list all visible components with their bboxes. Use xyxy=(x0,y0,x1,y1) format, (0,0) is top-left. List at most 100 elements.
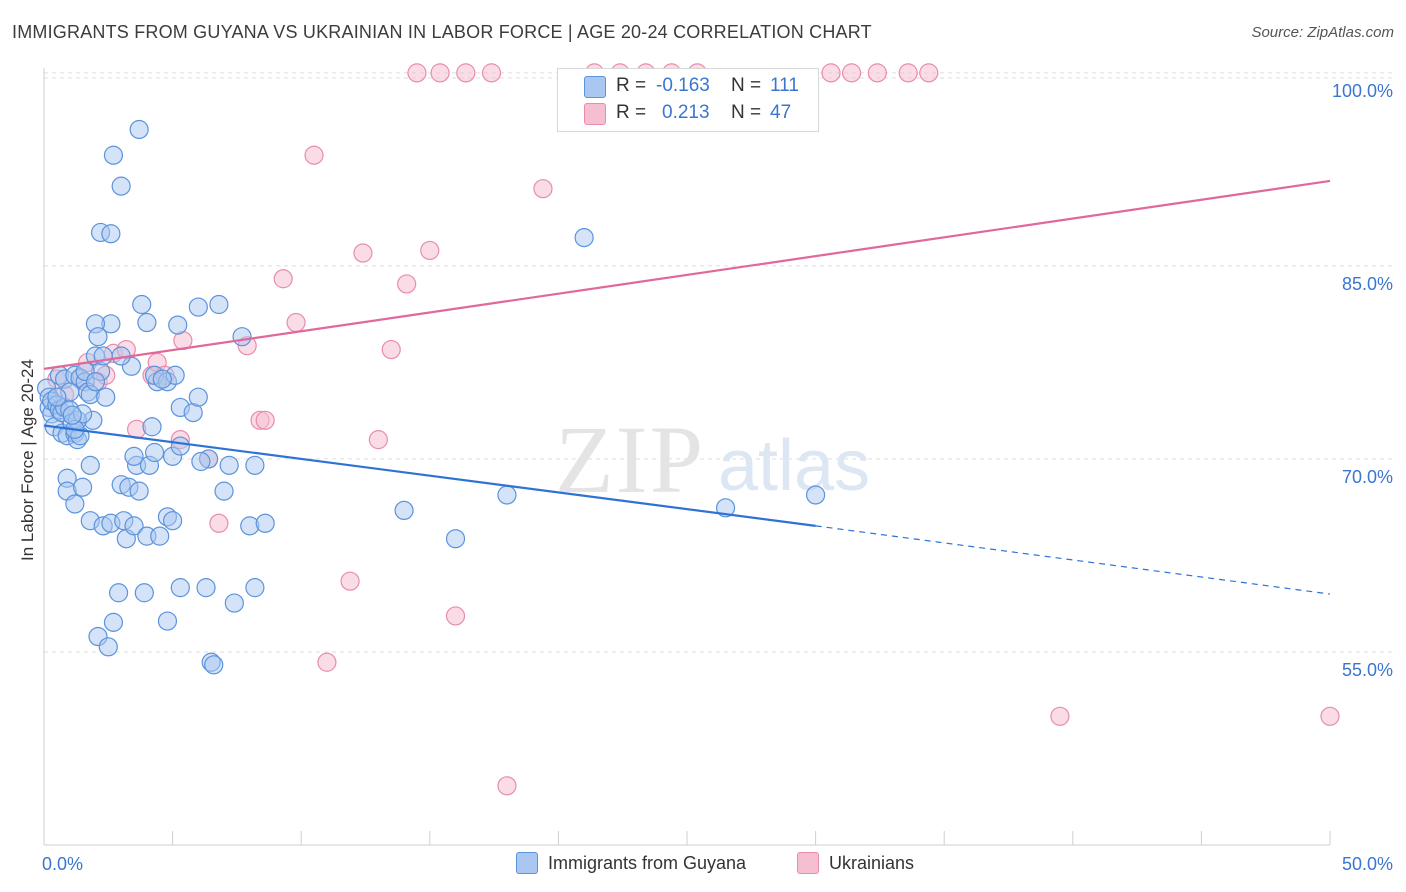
series-legend-guyana: Immigrants from Guyana xyxy=(516,852,746,874)
ukrainians-point xyxy=(456,63,476,83)
guyana-point xyxy=(132,294,152,315)
guyana-point xyxy=(152,369,172,389)
guyana-point xyxy=(191,451,211,472)
ukrainians-point xyxy=(407,63,427,83)
ukrainians-point xyxy=(273,269,293,289)
legend-n-value-guyana: 111 xyxy=(770,75,799,96)
guyana-point xyxy=(144,442,165,463)
guyana-point xyxy=(88,327,108,347)
series-legend-guyana-label: Immigrants from Guyana xyxy=(548,852,747,873)
guyana-point xyxy=(163,511,183,531)
ukrainians-point xyxy=(430,63,450,83)
ukrainians-point xyxy=(821,63,841,83)
guyana-point xyxy=(142,417,162,437)
ukrainians-point xyxy=(304,145,324,165)
guyana-point xyxy=(188,297,208,317)
x-tick-label-start: 0.0% xyxy=(42,854,83,874)
y-tick-label: 100.0% xyxy=(1332,81,1393,101)
guyana-point xyxy=(129,481,149,501)
guyana-point xyxy=(574,227,594,248)
guyana-point xyxy=(497,485,517,505)
guyana-point xyxy=(245,578,265,598)
ukrainians-point xyxy=(286,312,306,333)
trend-lines xyxy=(43,179,1331,595)
ukrainians-point xyxy=(397,274,417,294)
ukrainians-trend-line xyxy=(43,179,1331,370)
guyana-point xyxy=(93,346,113,366)
watermark: ZIP atlas xyxy=(555,406,870,513)
ukrainians-point xyxy=(255,410,275,430)
legend-n-value-ukrainians: 47 xyxy=(770,102,792,123)
ukrainians-point xyxy=(340,571,360,591)
series-legend-guyana-swatch xyxy=(516,852,538,874)
guyana-point xyxy=(204,655,224,675)
guyana-point xyxy=(62,405,82,425)
ukrainians-point xyxy=(353,243,373,263)
ukrainians-point xyxy=(420,240,440,261)
x-tick-label-end: 50.0% xyxy=(1342,854,1393,874)
guyana-trend-line xyxy=(43,424,816,527)
guyana-point xyxy=(170,436,190,456)
y-tick-label: 85.0% xyxy=(1342,274,1393,294)
chart-source: Source: ZipAtlas.com xyxy=(1251,24,1394,41)
guyana-point xyxy=(157,611,178,631)
guyana-point xyxy=(108,583,129,603)
watermark-atlas: atlas xyxy=(718,426,870,506)
ukrainians-point xyxy=(497,776,517,796)
ukrainians-point xyxy=(368,430,388,450)
guyana-trend-extension xyxy=(815,525,1331,595)
legend-r-label-ukrainians: R = xyxy=(616,102,647,123)
guyana-point xyxy=(196,578,216,598)
guyana-point xyxy=(255,513,275,533)
guyana-point xyxy=(103,612,124,632)
y-axis-label: In Labor Force | Age 20-24 xyxy=(18,359,37,561)
ukrainians-point xyxy=(209,513,229,533)
guyana-point xyxy=(214,481,234,501)
legend-swatch-ukrainians xyxy=(584,103,606,125)
guyana-point xyxy=(65,494,85,514)
axes xyxy=(43,68,1331,846)
guyana-points xyxy=(36,119,826,675)
tick-labels: 55.0% 70.0% 85.0% 100.0% 0.0% 50.0% xyxy=(42,81,1393,874)
series-legend: Immigrants from Guyana Ukrainians xyxy=(0,852,1406,878)
watermark-zip: ZIP xyxy=(555,406,705,513)
ukrainians-point xyxy=(533,179,553,199)
legend-r-value-ukrainians: 0.213 xyxy=(662,102,710,123)
guyana-point xyxy=(80,455,100,475)
guyana-point xyxy=(111,176,131,196)
ukrainians-point xyxy=(1320,706,1340,726)
guyana-point xyxy=(219,455,239,475)
guyana-point xyxy=(209,294,229,315)
ukrainians-point xyxy=(445,606,466,626)
grid-lines xyxy=(44,72,1395,653)
guyana-point xyxy=(445,529,466,549)
guyana-point xyxy=(805,485,826,505)
guyana-point xyxy=(124,446,144,466)
ukrainians-point xyxy=(842,63,862,83)
guyana-point xyxy=(85,372,106,392)
y-tick-label: 70.0% xyxy=(1342,467,1393,487)
series-legend-ukrainians: Ukrainians xyxy=(797,852,914,874)
guyana-point xyxy=(96,387,116,407)
guyana-point xyxy=(394,500,414,521)
ukrainians-point xyxy=(1050,706,1070,726)
legend-r-label-guyana: R = xyxy=(616,75,647,96)
guyana-point xyxy=(245,455,265,475)
guyana-point xyxy=(134,583,154,603)
ukrainians-point xyxy=(867,63,887,83)
chart-title: IMMIGRANTS FROM GUYANA VS UKRAINIAN IN L… xyxy=(12,22,872,42)
stats-legend: R = -0.163 N = 111 R = 0.213 N = 47 xyxy=(557,68,819,132)
guyana-point xyxy=(98,637,118,657)
series-legend-ukrainians-label: Ukrainians xyxy=(829,852,915,873)
legend-n-label-ukrainians: N = xyxy=(731,102,762,123)
ukrainians-point xyxy=(898,63,918,83)
ukrainians-point xyxy=(481,63,502,83)
guyana-point xyxy=(715,498,736,518)
guyana-point xyxy=(224,593,244,613)
guyana-point xyxy=(232,327,252,347)
legend-swatch-guyana xyxy=(584,76,606,98)
guyana-point xyxy=(129,119,149,140)
guyana-point xyxy=(124,516,144,536)
guyana-point xyxy=(150,526,170,546)
guyana-point xyxy=(137,312,157,333)
